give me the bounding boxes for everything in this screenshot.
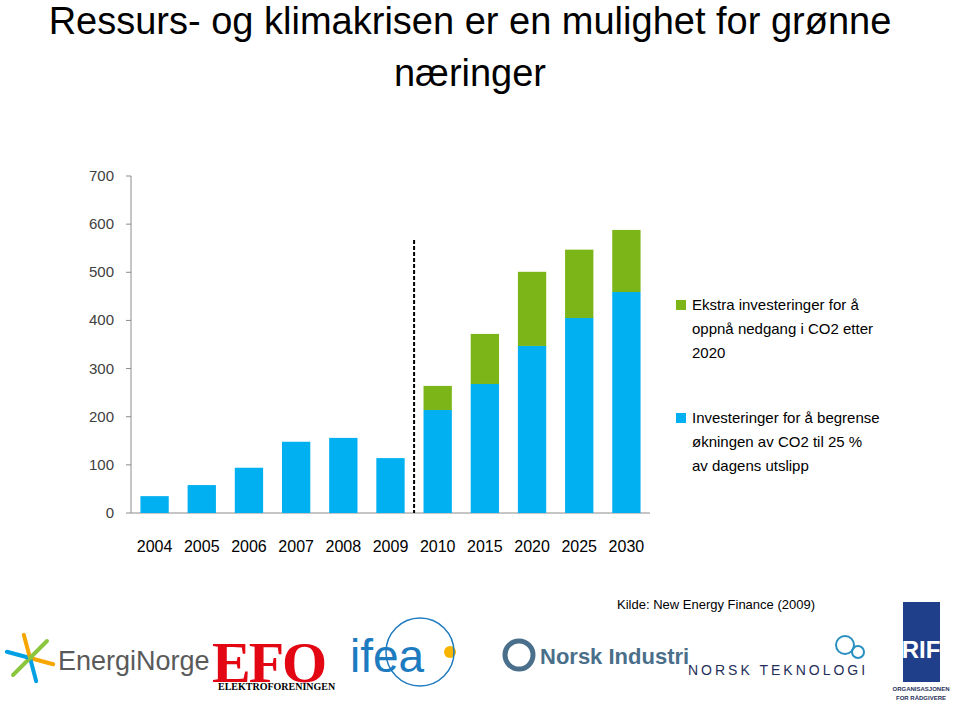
logo-text: Norsk Industri bbox=[540, 644, 689, 669]
y-tick bbox=[126, 320, 131, 321]
y-tick-label: 600 bbox=[89, 215, 114, 232]
x-tick-label: 2006 bbox=[231, 538, 267, 555]
logo-text: RIF bbox=[902, 636, 941, 663]
legend-label: Investeringer for å begrense økningen av … bbox=[692, 409, 880, 474]
logo-icon bbox=[30, 658, 36, 681]
y-tick-label: 100 bbox=[89, 456, 114, 473]
x-axis: 2004 2005 2006 2007 2008 2009 2010 2015 2020 2025… bbox=[137, 538, 645, 555]
text-line: Ressurs- og klimakrisen er en mulighet f… bbox=[49, 0, 892, 42]
y-tick-label: 400 bbox=[89, 311, 114, 328]
bar bbox=[471, 384, 499, 513]
x-tick-label: 2008 bbox=[326, 538, 362, 555]
logo-icon bbox=[13, 658, 30, 675]
chart: Ressurs- og klimakrisen er en mulighet f… bbox=[0, 0, 960, 705]
legend-label: Ekstra investeringer for å oppnå nedgang … bbox=[692, 296, 873, 361]
y-tick bbox=[126, 176, 131, 177]
y-tick bbox=[126, 513, 131, 514]
bar bbox=[188, 485, 216, 513]
x-tick-label: 2025 bbox=[561, 538, 597, 555]
y-tick-label: 200 bbox=[89, 408, 114, 425]
bar bbox=[140, 496, 168, 513]
bar bbox=[424, 410, 452, 513]
y-tick-label: 500 bbox=[89, 263, 114, 280]
text-line: 2020 bbox=[692, 344, 725, 361]
logo-text: FOR RÅDGIVERE bbox=[896, 695, 946, 701]
logo-icon bbox=[852, 646, 864, 658]
logo-icon bbox=[505, 641, 533, 669]
y-axis-line bbox=[131, 176, 132, 513]
text-line: Investeringer for å begrense bbox=[692, 409, 880, 426]
y-tick bbox=[126, 224, 131, 225]
bar bbox=[329, 438, 357, 513]
bar bbox=[612, 230, 640, 292]
text-line: Ekstra investeringer for å bbox=[692, 296, 859, 313]
x-tick-label: 2007 bbox=[278, 538, 314, 555]
x-tick-label: 2015 bbox=[467, 538, 503, 555]
x-tick-label: 2005 bbox=[184, 538, 220, 555]
logo-icon bbox=[30, 641, 47, 658]
bar bbox=[518, 346, 546, 513]
bar bbox=[235, 468, 263, 513]
divider bbox=[413, 240, 415, 513]
logos: EnergiNorgeEFOELEKTROFORENINGENifeaNorsk… bbox=[7, 602, 950, 701]
y-tick-label: 0 bbox=[106, 504, 114, 521]
title: Ressurs- og klimakrisen er en mulighet f… bbox=[49, 0, 892, 94]
text-line: oppnå nedgang i CO2 etter bbox=[692, 320, 873, 337]
logo-text: ELEKTROFORENINGEN bbox=[218, 681, 336, 692]
logo-text: NORSK TEKNOLOGI bbox=[688, 662, 868, 678]
text-line: av dagens utslipp bbox=[692, 457, 809, 474]
x-tick-label: 2010 bbox=[420, 538, 456, 555]
y-tick bbox=[126, 464, 131, 465]
bar bbox=[565, 250, 593, 318]
bar bbox=[471, 334, 499, 384]
bar bbox=[376, 458, 404, 513]
x-tick-label: 2004 bbox=[137, 538, 173, 555]
bars bbox=[140, 230, 640, 513]
text-line: næringer bbox=[394, 52, 546, 94]
logo-text: EnergiNorge bbox=[58, 646, 210, 676]
bar bbox=[424, 386, 452, 410]
bar bbox=[565, 318, 593, 513]
x-tick-label: 2009 bbox=[373, 538, 409, 555]
y-axis: 0 100 200 300 400 500 600 700 bbox=[89, 167, 650, 521]
x-tick-label: 2030 bbox=[609, 538, 645, 555]
logo-icon bbox=[24, 635, 30, 658]
y-tick bbox=[126, 368, 131, 369]
y-tick bbox=[126, 416, 131, 417]
legend-swatch bbox=[676, 300, 686, 310]
text-line: økningen av CO2 til 25 % bbox=[692, 433, 862, 450]
y-tick-label: 300 bbox=[89, 360, 114, 377]
bar bbox=[612, 292, 640, 513]
bar bbox=[518, 272, 546, 346]
x-tick-label: 2020 bbox=[514, 538, 550, 555]
y-tick-label: 700 bbox=[89, 167, 114, 184]
legend-swatch bbox=[676, 413, 686, 423]
bar bbox=[282, 442, 310, 513]
logo-text: ifea bbox=[350, 630, 425, 682]
logo-text: ORGANISASJONEN bbox=[892, 686, 949, 692]
source: Kilde: New Energy Finance (2009) bbox=[617, 597, 815, 612]
legend: Ekstra investeringer for å oppnå nedgang … bbox=[676, 296, 880, 474]
y-tick bbox=[126, 272, 131, 273]
